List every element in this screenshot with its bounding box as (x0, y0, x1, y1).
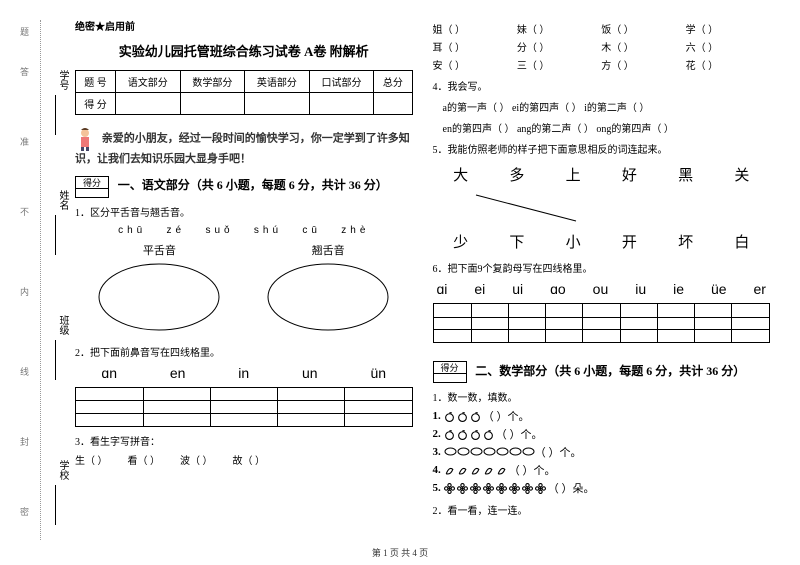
exam-title: 实验幼儿园托管班综合练习试卷 A卷 附解析 (75, 41, 413, 60)
flower-icon (483, 483, 493, 493)
char-row-1: 姐（ ） 妹（ ） 饭（ ） 学（ ） (433, 21, 771, 36)
leaf-icon (483, 465, 493, 475)
ellipse-icon (470, 447, 480, 457)
leaf-icon (496, 465, 506, 475)
apple-icon (457, 411, 467, 421)
ellipse-icon (509, 447, 519, 457)
four-line-grid (75, 387, 413, 427)
count-row: 4.（ ）个。 (433, 462, 771, 478)
ellipse-icon (522, 447, 532, 457)
apple-icon (444, 429, 454, 439)
flower-icon (457, 483, 467, 493)
vowel-list: ɑn en in un ün (75, 365, 413, 381)
flat-tongue-label: 平舌音 (94, 242, 224, 258)
char-row-2: 耳（ ） 分（ ） 木（ ） 六（ ） (433, 39, 771, 54)
binding-margin: 学号 姓名 班级 学校 题 答 准 不 内 线 封 密 (0, 0, 75, 565)
count-row: 3.（ ）个。 (433, 444, 771, 460)
leaf-icon (470, 465, 480, 475)
label-school: 学校 (55, 460, 70, 480)
ellipse-curl (263, 260, 393, 335)
page-footer: 第 1 页 共 4 页 (0, 546, 800, 559)
q1: 1．区分平舌音与翘舌音。 (75, 204, 413, 219)
secret-label: 绝密★启用前 (75, 18, 413, 33)
ellipse-icon (483, 447, 493, 457)
q6: 6．把下面9个复韵母写在四线格里。 (433, 260, 771, 275)
char-row-3: 安（ ） 三（ ） 方（ ） 花（ ） (433, 57, 771, 72)
score-box-icon (433, 361, 467, 383)
q5-top: 大多 上好 黑关 (433, 164, 771, 185)
q4-line2: en的第四声（ ） ang的第二声（ ） ong的第四声（ ） (443, 120, 771, 135)
score-box-icon (75, 176, 109, 198)
section-2-header: 二、数学部分（共 6 小题，每题 6 分，共计 36 分） (433, 361, 771, 383)
compound-vowels: ɑiei uiɑo ouiu ieüe er (433, 281, 771, 297)
apple-icon (470, 429, 480, 439)
count-row: 2.（ ）个。 (433, 426, 771, 442)
flower-icon (509, 483, 519, 493)
section-1-header: 一、语文部分（共 6 小题，每题 6 分，共计 36 分） (75, 176, 413, 198)
q3-chars: 生（ ） 看（ ） 波（ ） 故（ ） (75, 452, 413, 467)
leaf-icon (457, 465, 467, 475)
flower-icon (522, 483, 532, 493)
apple-icon (483, 429, 493, 439)
apple-icon (457, 429, 467, 439)
ellipse-icon (496, 447, 506, 457)
leaf-icon (444, 465, 454, 475)
apple-icon (444, 411, 454, 421)
flower-icon (535, 483, 545, 493)
count-row: 1.（ ）个。 (433, 408, 771, 424)
child-icon (75, 127, 95, 151)
q2: 2．把下面前鼻音写在四线格里。 (75, 344, 413, 359)
label-id: 学号 (55, 70, 70, 90)
flower-icon (444, 483, 454, 493)
q5-bottom: 少下 小开 坏白 (433, 231, 771, 252)
s2q1: 1．数一数，填数。 (433, 389, 771, 404)
four-line-grid-2 (433, 303, 771, 343)
label-name: 姓名 (55, 190, 70, 210)
apple-icon (470, 411, 480, 421)
score-table: 题 号 语文部分 数学部分 英语部分 口试部分 总分 得 分 (75, 70, 413, 115)
count-row: 5.（ ）朵。 (433, 480, 771, 496)
label-class: 班级 (55, 315, 70, 335)
flower-icon (496, 483, 506, 493)
q4-line1: a的第一声（ ） ei的第四声（ ） i的第二声（ ） (443, 99, 771, 114)
flower-icon (470, 483, 480, 493)
right-column: 姐（ ） 妹（ ） 饭（ ） 学（ ） 耳（ ） 分（ ） 木（ ） 六（ ） … (433, 18, 771, 521)
q5: 5．我能仿照老师的样子把下面意思相反的词连起来。 (433, 141, 771, 156)
s2q2: 2．看一看，连一连。 (433, 502, 771, 517)
ellipse-icon (444, 447, 454, 457)
count-rows: 1.（ ）个。 2.（ ）个。 3.（ ）个。 4.（ ）个。 5.（ ）朵。 (433, 408, 771, 496)
link-line (451, 193, 751, 223)
intro-text: 亲爱的小朋友，经过一段时间的愉快学习，你一定学到了许多知识，让我们去知识乐园大显… (75, 127, 413, 168)
q3: 3．看生字写拼音： (75, 433, 413, 448)
ellipse-icon (457, 447, 467, 457)
pinyin-list: chū zé suǒ shú cū zhè (75, 225, 413, 236)
curl-tongue-label: 翘舌音 (263, 242, 393, 258)
left-column: 绝密★启用前 实验幼儿园托管班综合练习试卷 A卷 附解析 题 号 语文部分 数学… (75, 18, 413, 521)
q4: 4．我会写。 (433, 78, 771, 93)
ellipse-flat (94, 260, 224, 335)
